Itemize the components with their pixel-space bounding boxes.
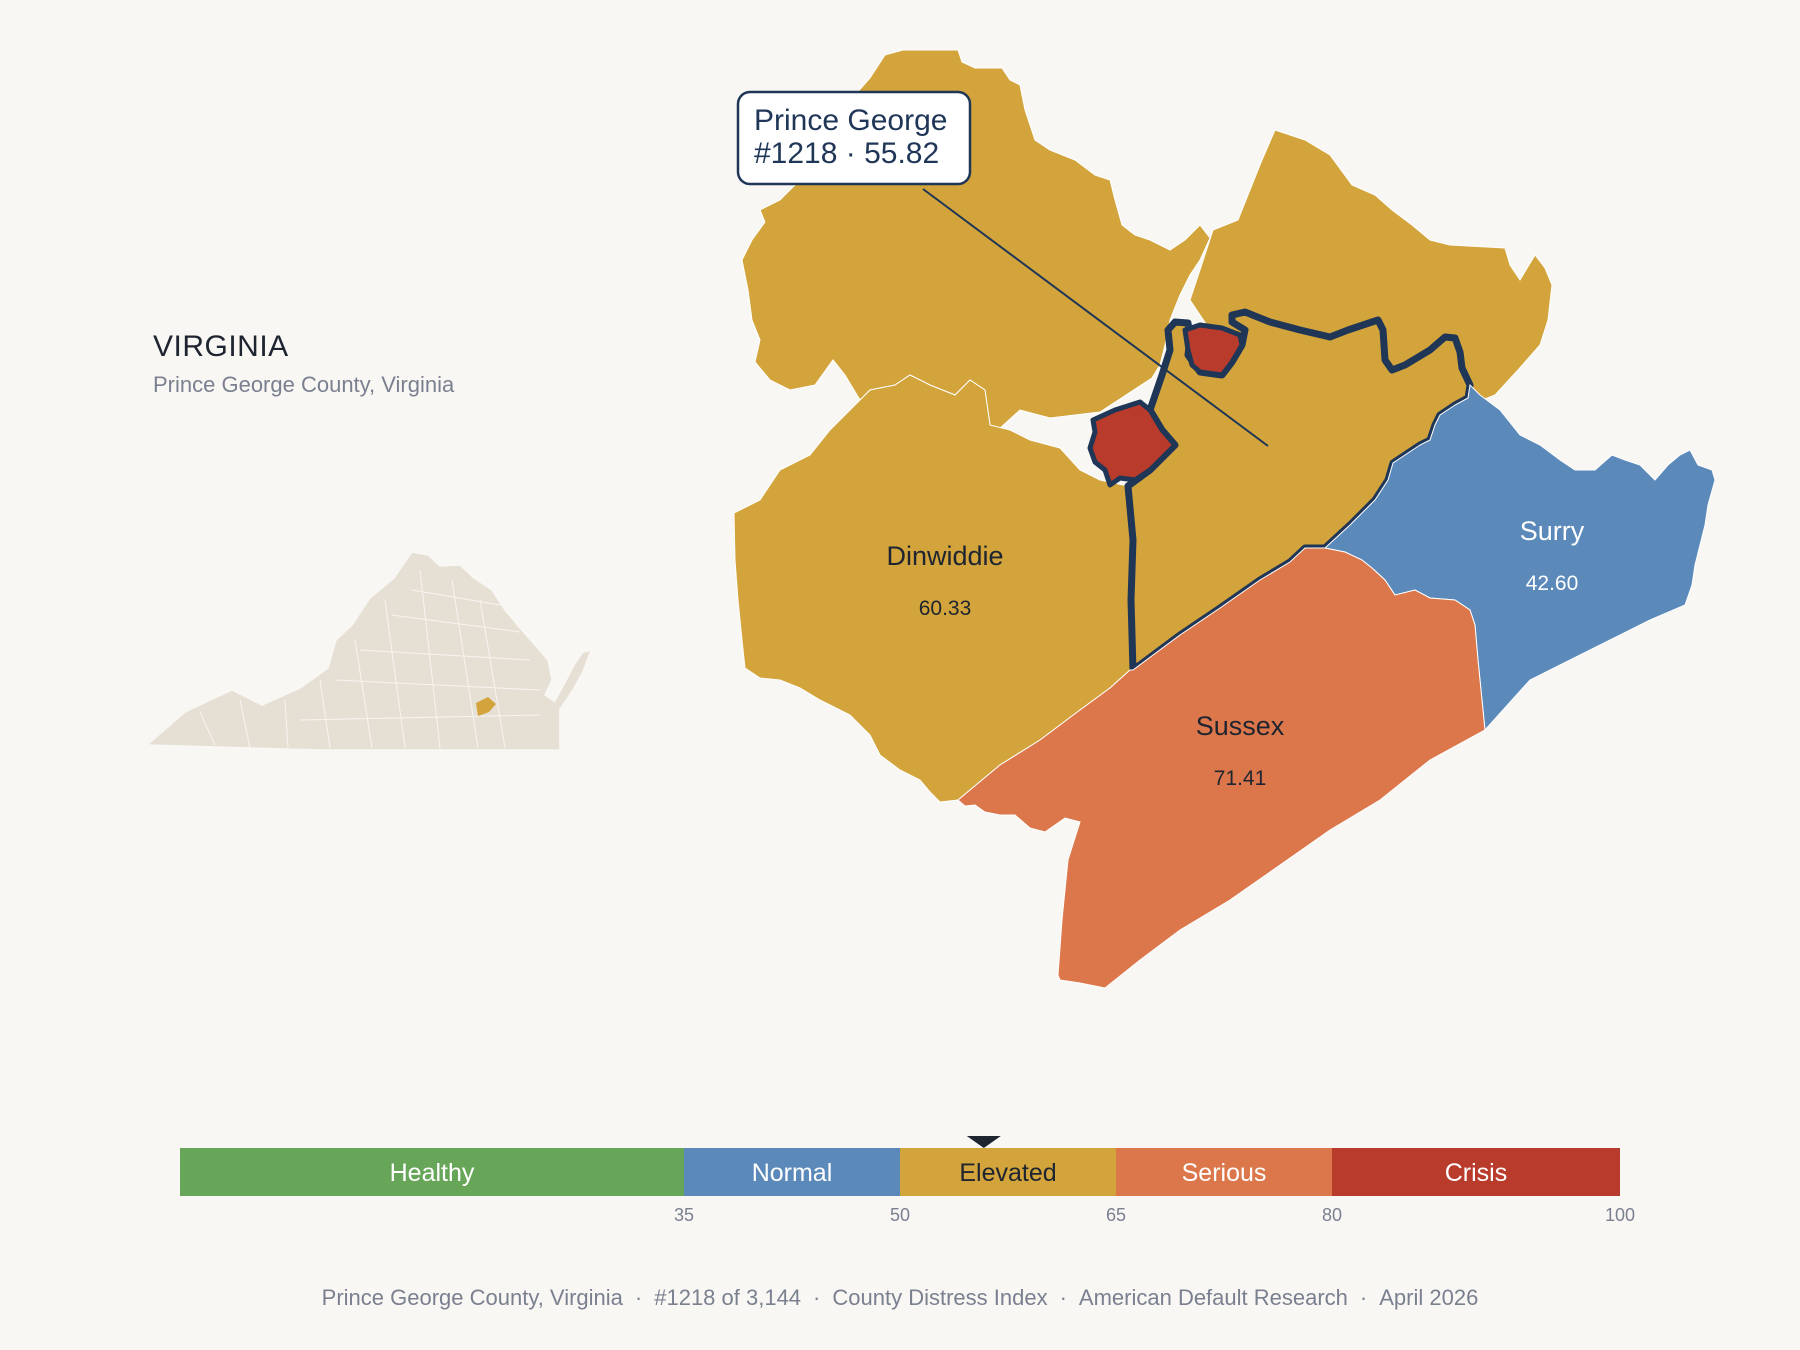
legend-marker (966, 1136, 1001, 1148)
legend-scale: Healthy Normal Elevated Serious Crisis 35 50 65… (180, 1136, 1635, 1225)
callout-leader-line (922, 188, 1269, 447)
legend-label-elevated: Elevated (959, 1159, 1056, 1187)
state-title: VIRGINIA (153, 330, 289, 363)
legend-tick-100: 100 (1605, 1205, 1635, 1225)
inset-county-lines (199, 569, 541, 749)
legend-band-normal (684, 1148, 900, 1196)
legend-tick-65: 65 (1106, 1205, 1126, 1225)
county-label-sussex: Sussex (1196, 711, 1285, 741)
callout: Prince George #1218 · 55.82 (736, 90, 1269, 447)
county-value-dinwiddie: 60.33 (919, 597, 972, 620)
footer-date: April 2026 (1379, 1285, 1479, 1310)
inset-virginia-shape (145, 551, 561, 751)
legend-label-serious: Serious (1182, 1159, 1267, 1187)
legend-band-healthy (180, 1148, 684, 1196)
state-subtitle: Prince George County, Virginia (153, 372, 455, 397)
callout-detail: #1218 · 55.82 (754, 137, 939, 170)
county-value-sussex: 71.41 (1214, 767, 1267, 790)
footer-county: Prince George County, Virginia (321, 1285, 623, 1310)
city-shape-hopewell[interactable] (1182, 322, 1245, 378)
county-value-surry: 42.60 (1526, 572, 1579, 595)
legend-band-elevated (900, 1148, 1116, 1196)
inset-highlight-prince-george (476, 697, 496, 716)
city-shape-petersburg[interactable] (1087, 399, 1178, 488)
county-shape-sussex[interactable] (957, 547, 1486, 989)
county-label-surry: Surry (1520, 516, 1585, 546)
legend-label-crisis: Crisis (1445, 1159, 1508, 1187)
legend-label-healthy: Healthy (390, 1159, 475, 1187)
legend-tick-50: 50 (890, 1205, 910, 1225)
legend-band-crisis (1332, 1148, 1620, 1196)
footer: Prince George County, Virginia · #1218 of … (321, 1285, 1479, 1310)
legend-label-normal: Normal (752, 1159, 833, 1187)
legend-band-serious (1116, 1148, 1332, 1196)
legend-tick-35: 35 (674, 1205, 694, 1225)
inset-state-map (145, 551, 590, 751)
callout-box (736, 90, 972, 186)
county-label-dinwiddie: Dinwiddie (886, 541, 1003, 571)
footer-rank: #1218 of 3,144 (654, 1285, 802, 1310)
callout-name: Prince George (754, 104, 947, 137)
footer-index: County Distress Index (832, 1285, 1048, 1310)
inset-eastern-shore (555, 651, 590, 708)
legend-tick-80: 80 (1322, 1205, 1342, 1225)
footer-source: American Default Research (1078, 1285, 1348, 1310)
